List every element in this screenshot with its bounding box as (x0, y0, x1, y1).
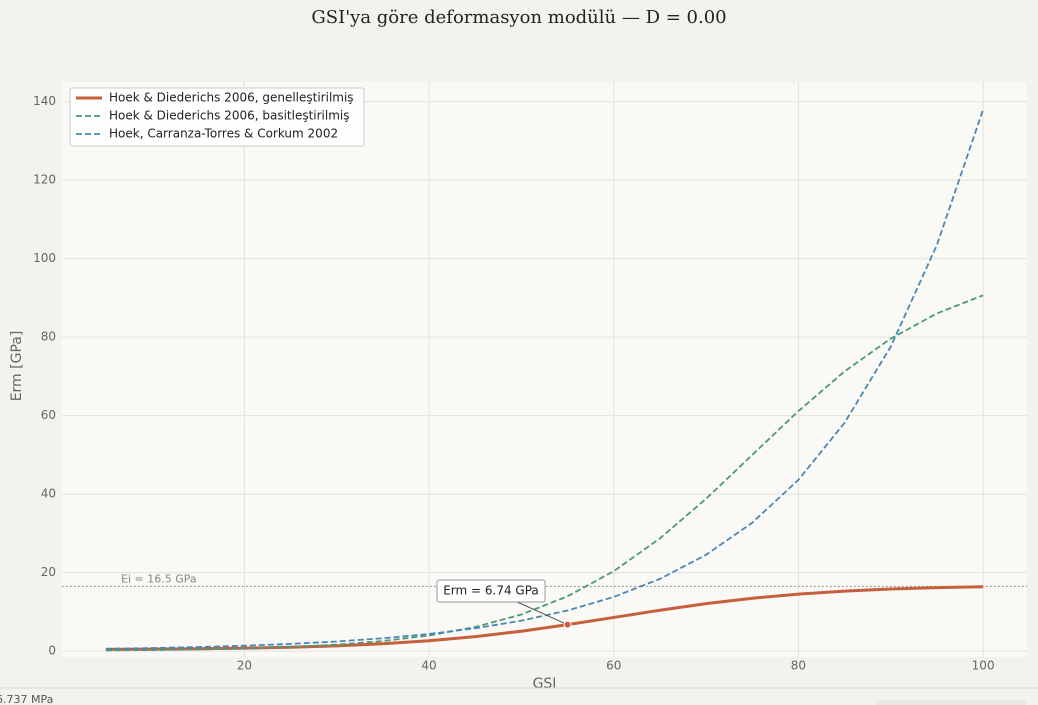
x-tick-label: 20 (237, 659, 252, 673)
y-tick-label: 80 (41, 330, 56, 344)
x-tick-label: 80 (791, 659, 806, 673)
legend-label: Hoek & Diederichs 2006, basitleştirilmiş (109, 109, 350, 123)
y-tick-label: 140 (33, 94, 56, 108)
annotation-box (436, 579, 546, 603)
x-tick-label: 100 (972, 659, 995, 673)
x-tick-label: 60 (606, 659, 621, 673)
y-axis-label: Erm [GPa] (9, 331, 25, 402)
annotation-text: Erm = 6.74 GPa (443, 584, 539, 598)
y-tick-label: 100 (33, 251, 56, 265)
chart-title: GSI'ya göre deformasyon modülü — D = 0.0… (311, 7, 726, 28)
legend-label: Hoek, Carranza-Torres & Corkum 2002 (109, 127, 338, 141)
reference-label: Ei = 16.5 GPa (121, 572, 197, 585)
highlight-point (563, 620, 572, 629)
status-text: 6.737 MPa (0, 693, 53, 705)
series-line (105, 109, 984, 650)
status-bar (0, 689, 1038, 705)
y-tick-label: 20 (41, 565, 56, 579)
y-tick-label: 0 (48, 644, 56, 658)
x-tick-label: 40 (421, 659, 436, 673)
legend-box (69, 87, 365, 147)
series-line (105, 294, 984, 652)
plot-area (62, 82, 1027, 657)
status-button[interactable] (876, 700, 1026, 705)
y-tick-label: 60 (41, 408, 56, 422)
y-tick-label: 40 (41, 487, 56, 501)
legend-label: Hoek & Diederichs 2006, genelleştirilmiş (109, 91, 354, 105)
y-tick-label: 120 (33, 173, 56, 187)
annotation-arrow (514, 600, 568, 626)
